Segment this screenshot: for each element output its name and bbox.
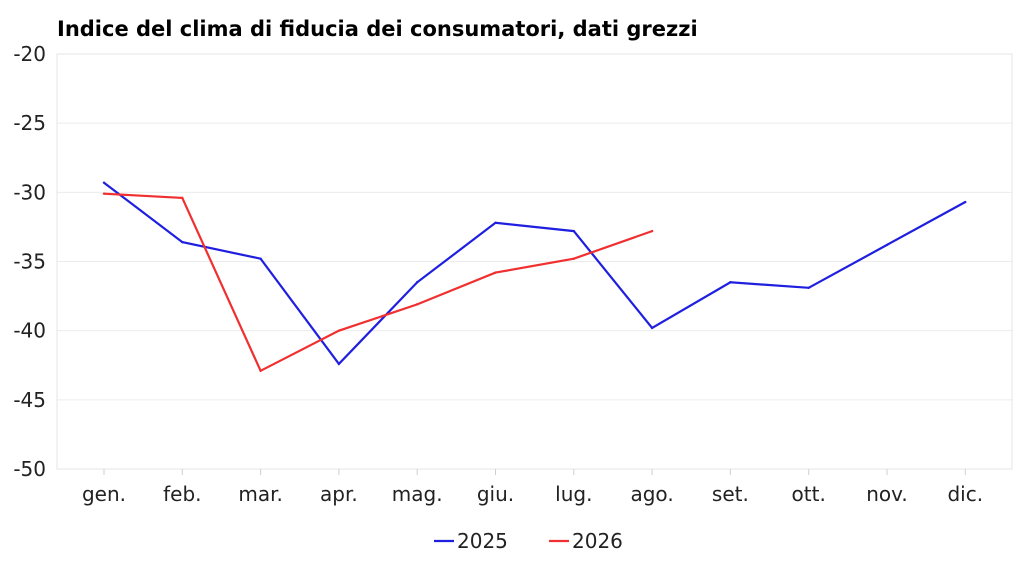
data-point-2025 xyxy=(494,221,497,224)
y-tick-label: -50 xyxy=(13,457,46,481)
y-tick-label: -40 xyxy=(13,319,46,343)
series-line-2026 xyxy=(103,192,653,373)
data-point-2025 xyxy=(181,240,184,244)
data-point-2025 xyxy=(964,200,967,204)
x-tick-label: mag. xyxy=(392,482,443,506)
data-point-2026 xyxy=(572,257,575,260)
data-point-2025 xyxy=(885,243,889,247)
x-tick-label: mar. xyxy=(238,482,282,506)
x-tick-label: ott. xyxy=(792,482,826,506)
y-tick-label: -25 xyxy=(13,111,46,135)
series-line-2025 xyxy=(103,181,966,366)
data-point-2025 xyxy=(729,281,732,284)
x-tick-label: gen. xyxy=(82,482,126,506)
data-point-2025 xyxy=(650,326,654,330)
plot-area-frame xyxy=(56,53,1013,470)
data-point-2026 xyxy=(102,192,106,195)
x-tick-label: apr. xyxy=(320,482,358,506)
x-tick-label: nov. xyxy=(866,482,908,506)
grid-lines xyxy=(57,53,1012,470)
data-point-2026 xyxy=(650,229,654,233)
legend-label-2025: 2025 xyxy=(457,529,508,553)
x-tick-label: set. xyxy=(712,482,749,506)
x-tick-label: lug. xyxy=(555,482,592,506)
y-tick-label: -20 xyxy=(13,42,46,66)
data-point-2025 xyxy=(337,362,341,366)
data-point-2025 xyxy=(572,229,575,233)
data-point-2025 xyxy=(416,281,419,284)
data-point-2026 xyxy=(337,329,341,332)
data-point-2025 xyxy=(102,181,106,184)
data-point-2026 xyxy=(494,271,497,274)
y-tick-label: -45 xyxy=(13,388,46,412)
chart-title: Indice del clima di fiducia dei consumat… xyxy=(57,17,698,41)
y-tick-label: -30 xyxy=(13,180,46,204)
y-axis: -20 -25 -30 -35 -40 -45 -50 xyxy=(13,42,46,481)
x-tick-label: giu. xyxy=(477,482,514,506)
y-tick-label: -35 xyxy=(13,250,46,274)
x-tick-label: feb. xyxy=(163,482,201,506)
data-point-2026 xyxy=(416,303,419,306)
data-point-2025 xyxy=(259,257,262,260)
data-point-2026 xyxy=(181,196,184,200)
legend-label-2026: 2026 xyxy=(572,529,623,553)
data-point-2025 xyxy=(807,286,810,289)
x-axis: gen. feb. mar. apr. mag. giu. lug. ago. set. ott.… xyxy=(82,469,983,506)
data-point-2026 xyxy=(259,369,262,372)
series-lines xyxy=(102,181,967,373)
legend: 2025 2026 xyxy=(434,529,623,553)
x-tick-label: dic. xyxy=(947,482,983,506)
x-tick-label: ago. xyxy=(630,482,673,506)
